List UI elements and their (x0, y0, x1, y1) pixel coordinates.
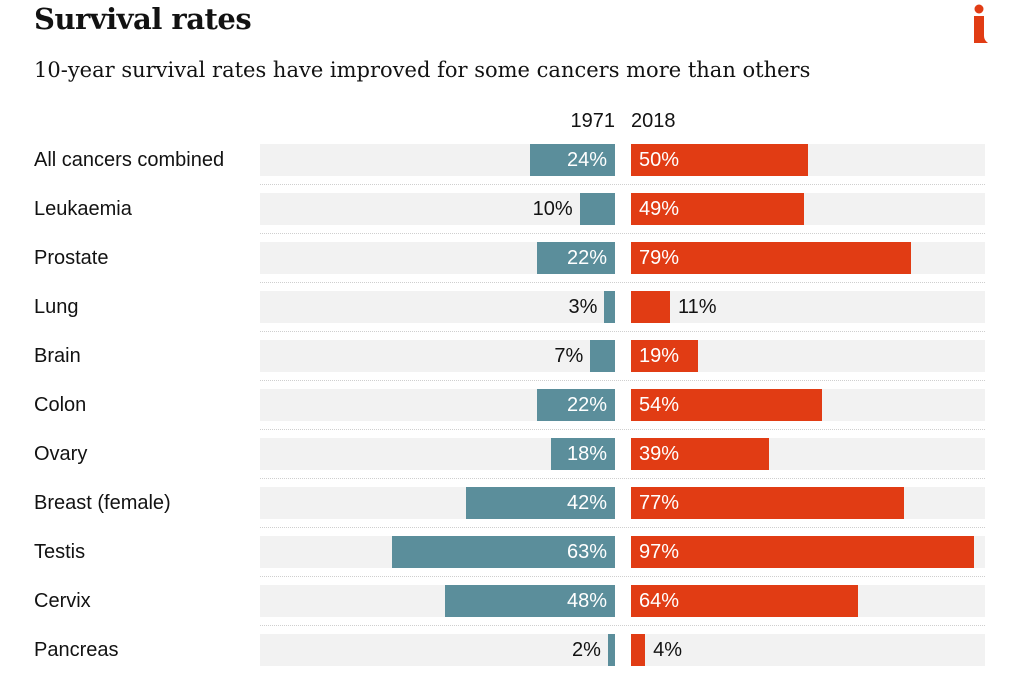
value-label-1971: 22% (566, 247, 607, 269)
bar-row: Breast (female) 42% 77% (0, 487, 1012, 536)
bar-2018 (631, 144, 808, 176)
bar-1971 (607, 634, 615, 666)
value-label-2018: 4% (653, 639, 683, 661)
center-gap (615, 144, 631, 176)
bar-1971 (537, 389, 615, 421)
chart-title: Survival rates (34, 2, 252, 36)
row-separator (260, 429, 985, 430)
category-label: All cancers combined (34, 149, 225, 171)
legend-1971: 1971 (570, 110, 616, 132)
bar-1971 (530, 144, 615, 176)
bar-2018 (631, 438, 770, 470)
center-gap (615, 193, 631, 225)
bar-row: Leukaemia 10% 49% (0, 193, 1012, 242)
category-label: Ovary (34, 443, 88, 465)
value-label-2018: 50% (639, 149, 680, 171)
bar-2018 (631, 536, 975, 568)
bar-row: Prostate 22% 79% (0, 242, 1012, 291)
row-separator (260, 625, 985, 626)
category-label: Breast (female) (34, 492, 171, 514)
bar-1971 (604, 291, 615, 323)
bar-row: Pancreas 2% 4% (0, 634, 1012, 683)
category-label: Cervix (34, 590, 91, 612)
i-logo-icon (974, 4, 988, 43)
bar-row: All cancers combined 24% 50% (0, 144, 1012, 193)
bar-row: Brain 7% 19% (0, 340, 1012, 389)
category-label: Lung (34, 296, 79, 318)
value-label-1971: 10% (532, 198, 573, 220)
center-gap (615, 585, 631, 617)
center-gap (615, 438, 631, 470)
value-label-2018: 79% (639, 247, 680, 269)
value-label-2018: 19% (639, 345, 680, 367)
bar-2018 (631, 585, 858, 617)
category-label: Testis (34, 541, 86, 563)
value-label-1971: 63% (566, 541, 607, 563)
center-gap (615, 291, 631, 323)
bar-2018 (631, 389, 823, 421)
bar-1971 (537, 242, 615, 274)
bar-row: Cervix 48% 64% (0, 585, 1012, 634)
bar-1971 (551, 438, 615, 470)
value-label-1971: 18% (566, 443, 607, 465)
value-label-1971: 22% (566, 394, 607, 416)
bar-2018 (631, 193, 805, 225)
value-label-2018: 49% (639, 198, 680, 220)
bar-row: Lung 3% 11% (0, 291, 1012, 340)
value-label-1971: 3% (568, 296, 598, 318)
row-separator (260, 282, 985, 283)
category-label: Pancreas (34, 639, 119, 661)
value-label-2018: 64% (639, 590, 680, 612)
center-gap (615, 634, 631, 666)
value-label-2018: 77% (639, 492, 680, 514)
bar-row: Ovary 18% 39% (0, 438, 1012, 487)
category-label: Leukaemia (34, 198, 132, 220)
bar-1971 (445, 585, 615, 617)
center-gap (615, 389, 631, 421)
chart-subtitle: 10-year survival rates have improved for… (34, 58, 811, 82)
row-separator (260, 576, 985, 577)
category-label: Prostate (34, 247, 109, 269)
value-label-2018: 11% (677, 296, 717, 318)
bar-2018 (631, 634, 646, 666)
bar-2018 (631, 487, 904, 519)
bar-2018 (631, 340, 699, 372)
bar-2018 (631, 242, 911, 274)
row-separator (260, 184, 985, 185)
center-gap (615, 487, 631, 519)
bar-2018 (631, 291, 670, 323)
row-separator (260, 233, 985, 234)
row-separator (260, 331, 985, 332)
category-label: Brain (34, 345, 81, 367)
bar-1971 (391, 536, 615, 568)
center-gap (615, 340, 631, 372)
row-separator (260, 380, 985, 381)
bar-1971 (466, 487, 615, 519)
center-gap (615, 242, 631, 274)
value-label-1971: 42% (566, 492, 607, 514)
value-label-1971: 2% (572, 639, 601, 661)
category-label: Colon (34, 394, 87, 416)
bar-1971 (579, 193, 615, 225)
value-label-2018: 39% (639, 443, 680, 465)
bar-row: Colon 22% 54% (0, 389, 1012, 438)
bar-1971 (590, 340, 615, 372)
legend-2018: 2018 (631, 110, 676, 132)
bar-row: Testis 63% 97% (0, 536, 1012, 585)
value-label-1971: 48% (566, 590, 607, 612)
center-gap (615, 536, 631, 568)
row-separator (260, 527, 985, 528)
value-label-1971: 24% (566, 149, 607, 171)
row-separator (260, 478, 985, 479)
value-label-2018: 54% (639, 394, 680, 416)
value-label-1971: 7% (554, 345, 584, 367)
value-label-2018: 97% (639, 541, 680, 563)
